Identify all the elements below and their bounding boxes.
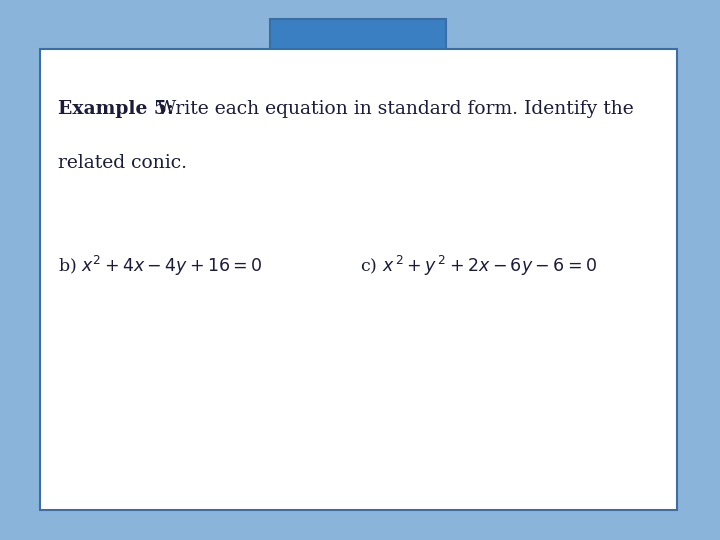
Text: Write each equation in standard form. Identify the: Write each equation in standard form. Id… xyxy=(157,100,634,118)
Text: Example 5:: Example 5: xyxy=(58,100,174,118)
Bar xyxy=(40,49,677,510)
Bar xyxy=(270,19,446,78)
Text: c) $\mathit{x}^{\,2} + \mathit{y}^{\,2} + 2\mathit{x} - 6\mathit{y} - 6 = 0$: c) $\mathit{x}^{\,2} + \mathit{y}^{\,2} … xyxy=(360,254,597,278)
Text: b) $\mathit{x}^2 + 4\mathit{x} - 4\mathit{y} + 16 = 0$: b) $\mathit{x}^2 + 4\mathit{x} - 4\mathi… xyxy=(58,254,262,278)
Text: related conic.: related conic. xyxy=(58,154,186,172)
